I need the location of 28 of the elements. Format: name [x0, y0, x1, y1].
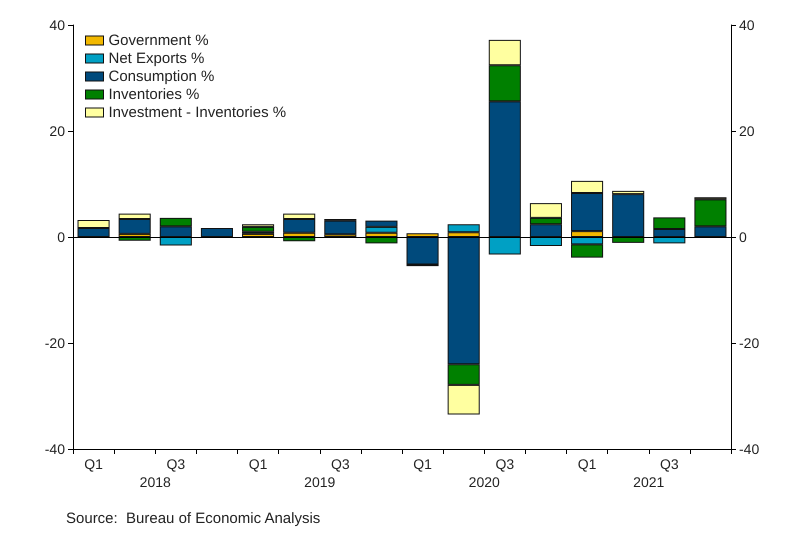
y2-tick-label: 0: [739, 229, 747, 245]
y2-tick-label: 40: [739, 17, 755, 33]
text: 2020: [468, 474, 500, 490]
legend-label: Inventories %: [108, 86, 200, 103]
text: 2018: [140, 474, 172, 490]
x-tick-label: Q1: [248, 456, 268, 472]
y2-tick-label: 20: [739, 123, 755, 139]
x-tick-label: Q3: [660, 456, 679, 472]
text: 2019: [304, 474, 336, 490]
y-tick-label: 20: [49, 123, 66, 139]
y2-tick-label: -20: [739, 335, 760, 351]
y2-tick-label: -40: [739, 441, 760, 457]
legend-label: Net Exports %: [108, 50, 204, 67]
x-tick-label: Q1: [84, 456, 104, 472]
source-note: Source: Bureau of Economic Analysis: [66, 510, 320, 527]
x-tick-label: Q3: [495, 456, 514, 472]
legend-label: Investment - Inventories %: [108, 104, 286, 121]
y-tick-label: 0: [57, 229, 66, 245]
legend-label: Government %: [108, 32, 209, 49]
x-tick-label: Q1: [413, 456, 432, 472]
x-tick-label: Q3: [166, 456, 186, 472]
y-tick-label: -40: [44, 441, 66, 457]
text: 2021: [633, 474, 665, 490]
x-tick-label: Q1: [578, 456, 597, 472]
y-tick-label: 40: [49, 17, 66, 33]
y-tick-label: -20: [44, 335, 66, 351]
legend-label: Consumption %: [108, 68, 214, 85]
x-tick-label: Q3: [330, 456, 350, 472]
